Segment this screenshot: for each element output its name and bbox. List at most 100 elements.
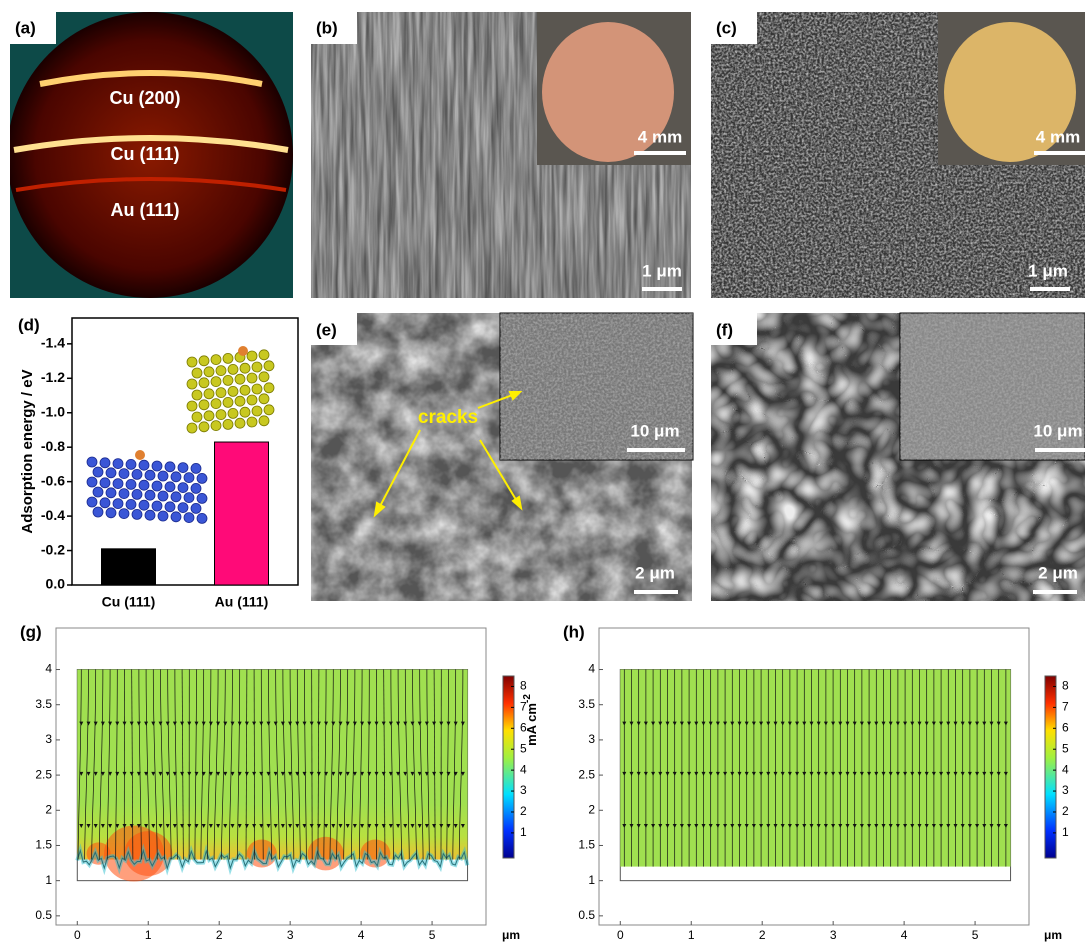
atom [184,513,194,523]
y-tick-label: 3 [588,732,595,746]
y-tick-label: 1.5 [35,838,52,852]
atom [199,356,209,366]
colorbar-tick-label: 1 [1062,825,1069,839]
scale-bar [627,448,685,452]
atom [152,501,162,511]
y-tick-label: 1 [45,873,52,887]
y-tick-label: 4 [45,662,52,676]
y-tick-label: -1.2 [41,369,65,385]
scale-label: 4 mm [1036,127,1080,146]
scale-bar [634,151,686,155]
x-tick-label: 1 [145,928,152,942]
panel-label: (d) [18,315,40,334]
atom [113,459,123,469]
atom [199,422,209,432]
x-tick-label: 0 [74,928,81,942]
x-tick-label: 4 [358,928,365,942]
panel-e: 10 μm cracks 2 μm (e) [311,313,693,601]
atom [259,394,269,404]
atom [247,417,257,427]
scale-label: 4 mm [638,127,682,146]
panel-f: 10 μm 2 μm (f) [711,313,1085,601]
colorbar-tick-label: 3 [520,783,527,797]
atom [247,351,257,361]
x-tick-label: 5 [429,928,436,942]
atom [139,480,149,490]
y-tick-label: 2.5 [578,767,595,781]
y-tick-label: -0.4 [41,507,65,523]
atom [187,401,197,411]
scale-bar [1034,151,1085,155]
atom [178,503,188,513]
atom [158,491,168,501]
atom [132,469,142,479]
atom [264,383,274,393]
atom [223,397,233,407]
atom [216,410,226,420]
scale-bar [1033,590,1077,594]
panel-a: Cu (200) Cu (111) Au (111) (a) [7,12,293,298]
colorbar [1045,676,1056,858]
colorbar [503,676,514,858]
panel-label: (c) [716,18,737,37]
atom [199,400,209,410]
colorbar-tick-label: 1 [520,825,527,839]
atom [119,489,129,499]
colorbar-tick-label: 7 [1062,700,1069,714]
atom [165,502,175,512]
y-tick-label: -1.0 [41,403,65,419]
atom [252,406,262,416]
colorbar-tick-label: 4 [520,762,527,776]
atom [171,492,181,502]
atom [145,490,155,500]
atom [158,511,168,521]
atom [235,396,245,406]
atom [228,408,238,418]
x-tick-label: 4 [901,928,908,942]
atom [197,493,207,503]
scale-bar [642,287,682,291]
atom [264,361,274,371]
scale-label: 10 μm [1033,421,1082,440]
atom [100,458,110,468]
scale-bar [1030,287,1070,291]
y-tick-label: 3.5 [578,697,595,711]
atom [158,471,168,481]
atom [119,509,129,519]
ring-label: Au (111) [110,200,179,220]
atom [204,411,214,421]
y-axis-label: Adsorption energy / eV [19,369,36,533]
x-tick-label: Cu (111) [102,594,156,610]
atom [216,366,226,376]
atom [184,473,194,483]
atom [119,469,129,479]
atom [100,498,110,508]
atom [211,399,221,409]
y-tick-label: 2 [45,802,52,816]
scale-label: 2 μm [1038,563,1078,582]
y-tick-label: -0.8 [41,438,65,454]
atom [191,503,201,513]
colorbar-tick-label: 4 [1062,762,1069,776]
atom [187,423,197,433]
atom [152,461,162,471]
panel-c: 4 mm 1 μm (c) [711,12,1085,298]
colorbar-label-sup: -2 [522,694,533,703]
atom [228,364,238,374]
atom [252,362,262,372]
x-tick-label: 5 [972,928,979,942]
x-tick-label: 2 [759,928,766,942]
atom [216,388,226,398]
atom [171,512,181,522]
atom [106,468,116,478]
colorbar-tick-label: 6 [1062,720,1069,734]
scale-label: 2 μm [635,563,675,582]
bar [215,442,269,585]
y-tick-label: 3.5 [35,697,52,711]
panel-label: (h) [563,622,585,641]
atom [240,363,250,373]
field [620,670,1010,867]
y-tick-label: 2 [588,802,595,816]
y-tick-label: 2.5 [35,767,52,781]
colorbar-tick-label: 8 [520,679,527,693]
